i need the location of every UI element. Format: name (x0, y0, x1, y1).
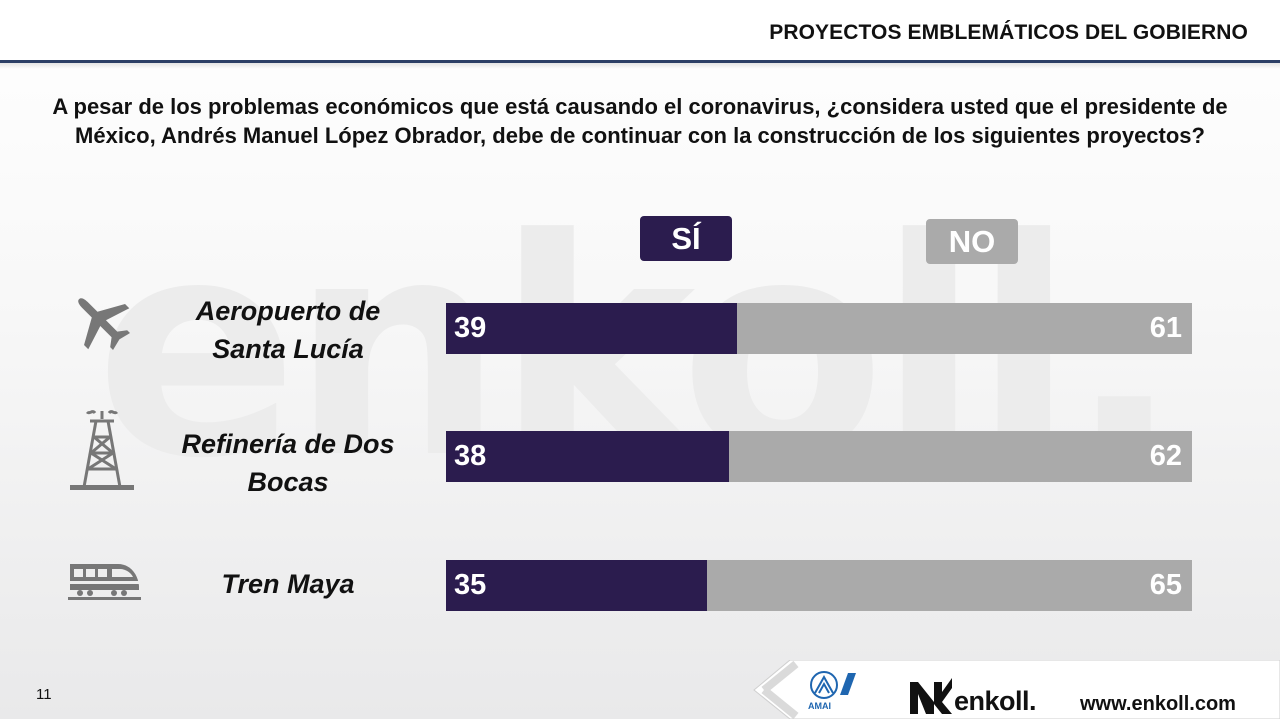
stacked-bar-row: 35 65 (446, 560, 1192, 611)
value-label-no: 62 (1149, 440, 1182, 472)
footer-url[interactable]: www.enkoll.com (1080, 693, 1236, 715)
legend-no: NO (926, 219, 1018, 264)
survey-question: A pesar de los problemas económicos que … (52, 94, 1228, 148)
value-label-si: 39 (454, 312, 487, 344)
page-number: 11 (36, 686, 52, 703)
amai-text: AMAI (808, 701, 831, 711)
value-label-no: 61 (1149, 312, 1182, 344)
value-label-si: 38 (454, 440, 487, 472)
header-bar (0, 0, 1280, 60)
bar-no: 62 (729, 431, 1192, 482)
stacked-bar-row: 39 61 (446, 303, 1192, 354)
stacked-bar-row: 38 62 (446, 431, 1192, 482)
enkoll-logo-mark (910, 678, 952, 714)
row-label: Aeropuerto de Santa Lucía (195, 296, 381, 364)
row-label: Tren Maya (221, 569, 355, 599)
bar-si: 39 (446, 303, 737, 354)
header-shadow (0, 63, 1280, 69)
page-title: PROYECTOS EMBLEMÁTICOS DEL GOBIERNO (769, 21, 1248, 44)
value-label-si: 35 (454, 569, 487, 601)
bar-si: 35 (446, 560, 708, 611)
airplane-icon (78, 298, 130, 350)
bar-no: 61 (736, 303, 1192, 354)
amai-logo: AMAI (808, 671, 856, 711)
enkoll-wordmark: enkoll. (954, 686, 1037, 716)
header-divider (0, 60, 1280, 63)
row-label: Refinería de Dos Bocas (181, 429, 395, 497)
footer-chevron (753, 660, 1280, 719)
oil-rig-icon (70, 410, 134, 490)
train-icon (68, 564, 141, 600)
legend-si: SÍ (640, 216, 732, 261)
bar-si: 38 (446, 431, 730, 482)
bar-no: 65 (707, 560, 1192, 611)
value-label-no: 65 (1149, 569, 1182, 601)
